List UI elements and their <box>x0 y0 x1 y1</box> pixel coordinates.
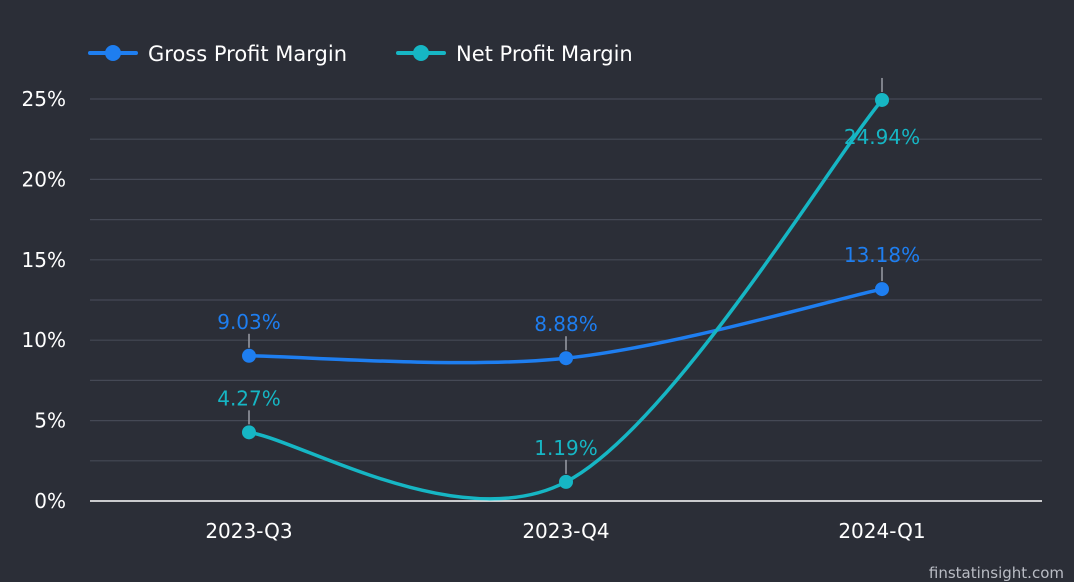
legend-marker <box>105 45 121 61</box>
y-tick-label: 25% <box>22 87 66 111</box>
legend[interactable]: Gross Profit Margin Net Profit Margin <box>88 42 633 66</box>
legend-item-net-profit-margin[interactable]: Net Profit Margin <box>396 42 633 66</box>
y-tick-label: 5% <box>34 409 66 433</box>
net-profit-margin-data-label: 24.94% <box>844 125 920 149</box>
data-labels: 9.03% 8.88% 13.18% 4.27% 1.19% 24.94% <box>217 77 920 474</box>
gross-profit-margin-data-label: 8.88% <box>534 312 598 336</box>
series-lines <box>242 92 889 501</box>
y-tick-label: 10% <box>22 328 66 352</box>
x-tick-label: 2023-Q4 <box>522 519 609 543</box>
watermark-text: finstatinsight.com <box>929 564 1064 582</box>
gross-profit-margin-point[interactable] <box>875 282 889 297</box>
gross-profit-margin-point[interactable] <box>242 348 256 363</box>
x-tick-label: 2023-Q3 <box>205 519 292 543</box>
gross-profit-margin-data-label: 13.18% <box>844 243 920 267</box>
y-tick-label: 15% <box>22 248 66 272</box>
net-profit-margin-line <box>247 98 884 501</box>
legend-label: Gross Profit Margin <box>148 42 347 66</box>
y-tick-label: 20% <box>22 167 66 191</box>
gross-profit-margin-data-label: 9.03% <box>217 310 281 334</box>
net-profit-margin-data-label: 4.27% <box>217 386 281 410</box>
net-profit-margin-point[interactable] <box>875 92 889 107</box>
y-tick-label: 0% <box>34 489 66 513</box>
legend-marker <box>413 45 429 61</box>
legend-label: Net Profit Margin <box>456 42 633 66</box>
gross-profit-margin-point[interactable] <box>559 351 573 366</box>
net-profit-margin-point[interactable] <box>559 474 573 489</box>
net-profit-margin-data-label: 1.19% <box>534 436 598 460</box>
x-tick-label: 2024-Q1 <box>838 519 925 543</box>
axes: 0% 5% 10% 15% 20% 25% 2023-Q3 2023-Q4 2024-Q1 <box>22 87 1042 543</box>
net-profit-margin-point[interactable] <box>242 425 256 440</box>
legend-item-gross-profit-margin[interactable]: Gross Profit Margin <box>88 42 347 66</box>
